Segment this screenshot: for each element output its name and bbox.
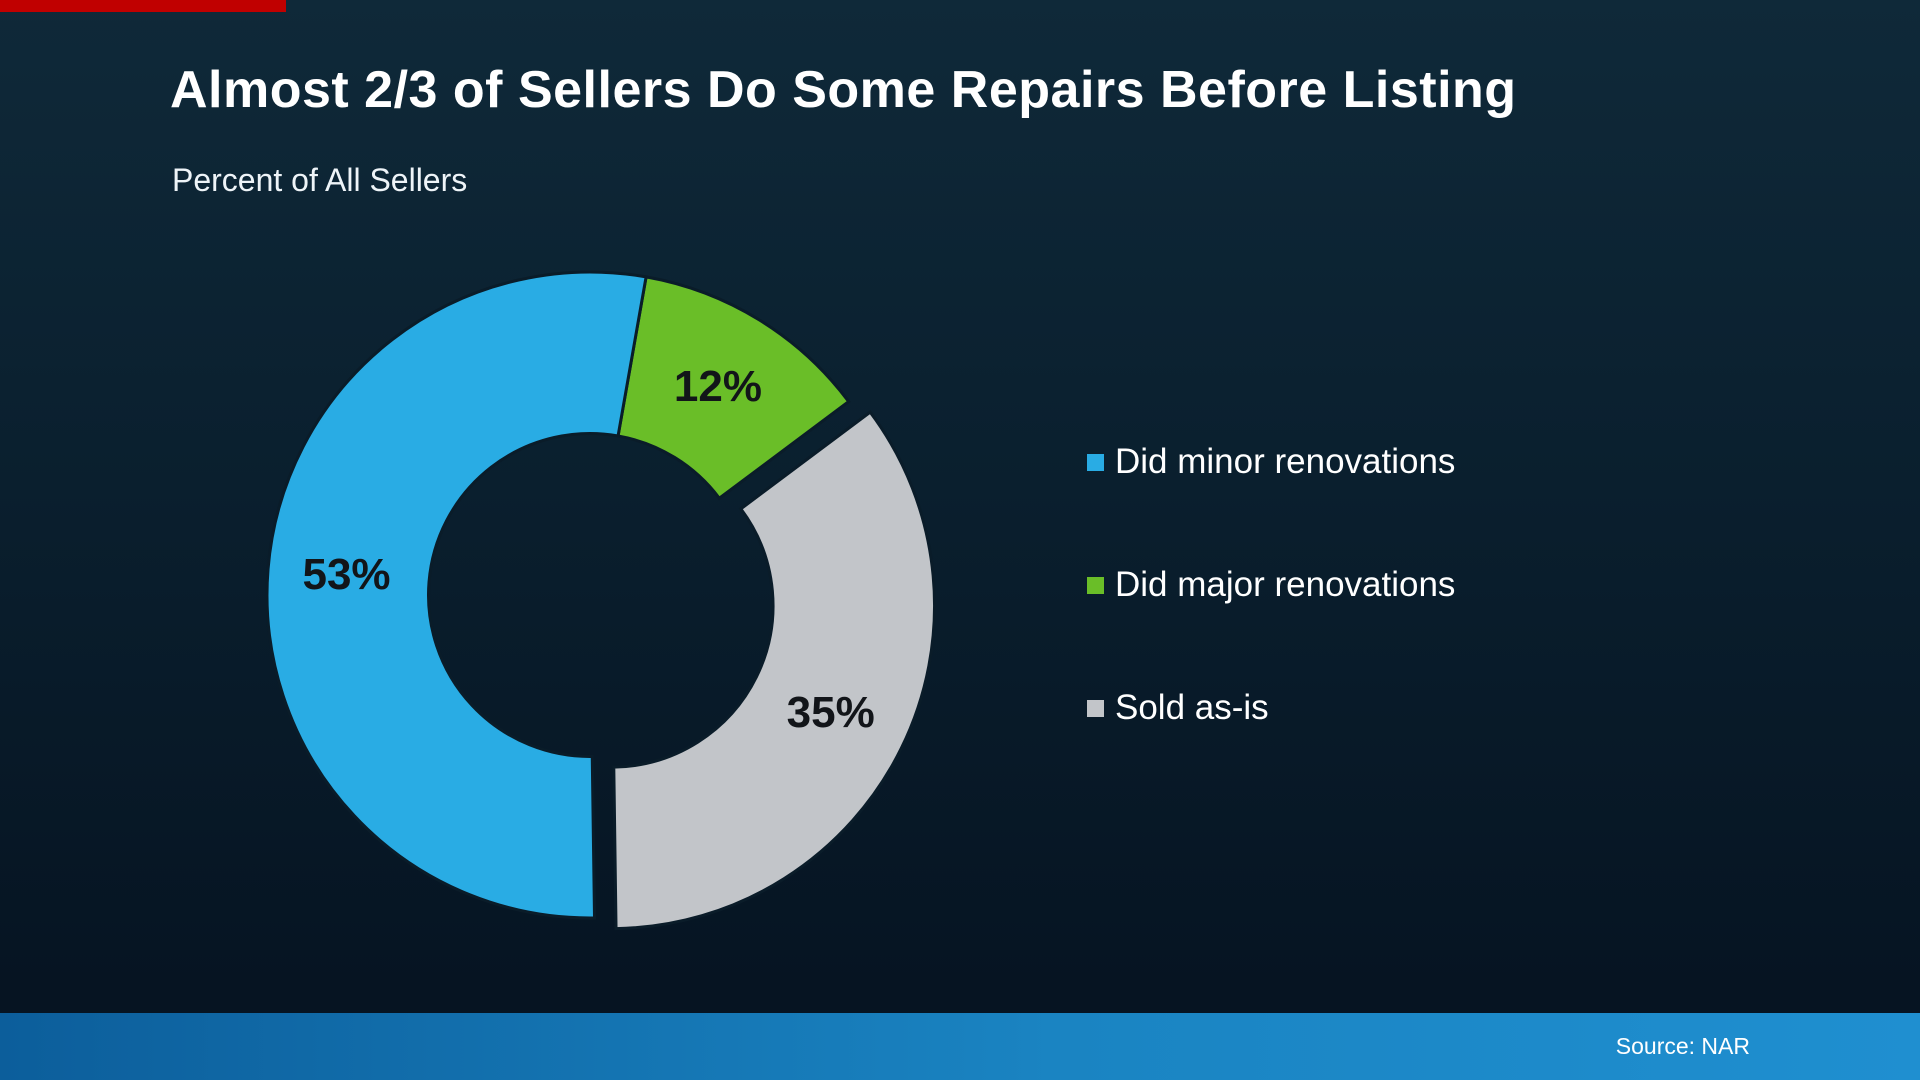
slice-data-label-sold-as-is: 35%	[786, 688, 875, 738]
legend-label: Sold as-is	[1115, 688, 1269, 727]
legend-label: Did major renovations	[1115, 565, 1456, 604]
legend-swatch-sold-as-is	[1087, 699, 1104, 717]
legend-item-did-minor-renovations: Did minor renovations	[1087, 442, 1455, 482]
donut-slice-did-major-renovations	[616, 275, 851, 501]
donut-slice-sold-as-is	[612, 410, 937, 931]
legend-item-sold-as-is: Sold as-is	[1087, 688, 1455, 728]
source-note: Source: NAR	[1615, 1033, 1750, 1059]
donut-chart: 12% 35% 53%	[240, 245, 940, 945]
top-accent-bar	[0, 0, 286, 12]
chart-subtitle: Percent of All Sellers	[172, 162, 468, 198]
legend-item-did-major-renovations: Did major renovations	[1087, 565, 1455, 605]
page-title: Almost 2/3 of Sellers Do Some Repairs Be…	[170, 61, 1517, 119]
legend-swatch-did-minor-renovations	[1087, 453, 1104, 471]
legend-swatch-did-major-renovations	[1087, 576, 1104, 594]
donut-svg	[265, 270, 937, 931]
slice-data-label-did-minor-renovations: 53%	[302, 550, 391, 600]
donut-slices	[265, 270, 937, 931]
donut-slice-did-minor-renovations	[265, 270, 648, 920]
legend-label: Did minor renovations	[1115, 442, 1456, 481]
slice-data-label-did-major-renovations: 12%	[673, 361, 763, 411]
chart-legend: Did minor renovations Did major renovati…	[1087, 442, 1455, 728]
footer-bar: Source: NAR	[0, 1013, 1920, 1080]
